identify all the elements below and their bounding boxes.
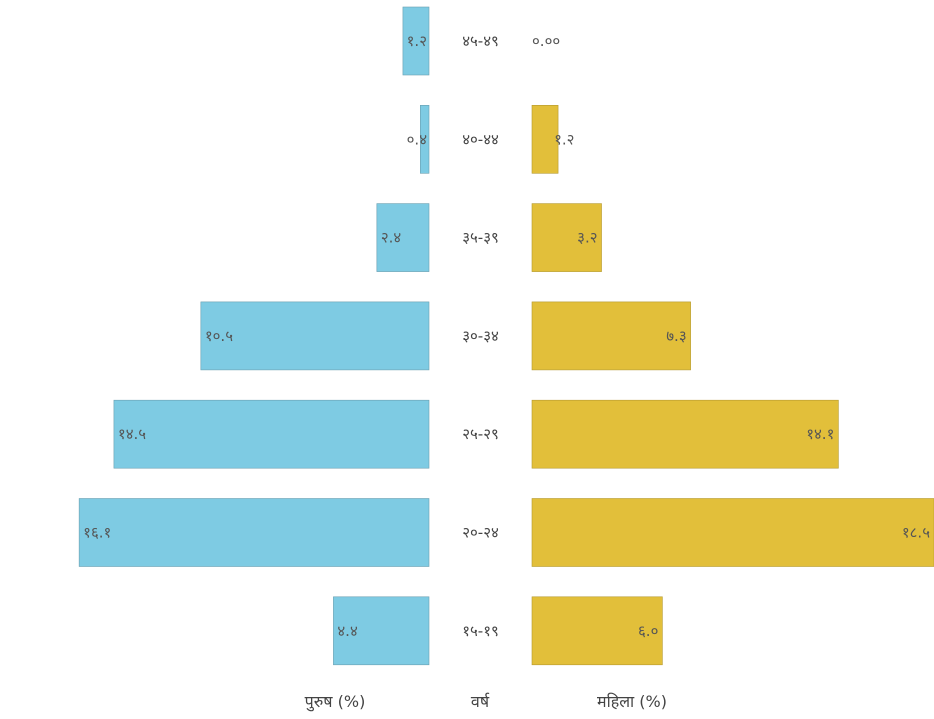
male-value-label-3: १०.५	[205, 327, 233, 345]
male-value-label-4: १४.५	[118, 425, 146, 443]
age-label-1: ४०-४४	[462, 130, 499, 148]
female-bar-1	[531, 105, 559, 174]
male-value-label-6: ४.४	[337, 622, 358, 640]
female-bar-3	[531, 301, 691, 371]
female-axis-title: महिला (%)	[597, 692, 667, 711]
male-bar-6	[333, 596, 430, 666]
age-axis-title: वर्ष	[471, 692, 490, 711]
age-group-labels: ४५-४९ ४०-४४ ३५-३९ ३०-३४ २५-२९ २०-२४ १५-१९	[462, 32, 499, 640]
female-value-label-4: १४.१	[806, 425, 834, 443]
age-label-2: ३५-३९	[462, 229, 499, 247]
female-value-label-1: १.२	[554, 130, 574, 148]
age-label-3: ३०-३४	[462, 327, 499, 345]
female-bar-6	[531, 596, 663, 666]
female-value-label-3: ७.३	[666, 327, 686, 345]
age-label-6: १५-१९	[462, 622, 499, 640]
age-label-4: २५-२९	[462, 425, 499, 443]
male-value-label-2: २.४	[381, 229, 402, 247]
age-label-0: ४५-४९	[462, 32, 499, 50]
female-value-label-5: १८.५	[902, 524, 930, 542]
male-bar-0	[402, 6, 430, 76]
female-value-label-6: ६.०	[638, 622, 658, 640]
age-label-5: २०-२४	[462, 524, 499, 542]
female-bar-4	[531, 399, 839, 469]
male-bar-1	[420, 105, 430, 174]
male-bar-3	[200, 301, 430, 371]
male-value-label-5: १६.१	[83, 524, 111, 542]
male-value-label-0: १.२	[407, 32, 427, 50]
male-axis-title: पुरुष (%)	[305, 692, 366, 712]
female-value-label-2: ३.२	[577, 229, 597, 247]
male-bar-5	[78, 498, 430, 567]
female-bars: ०.०० १.२ ३.२ ७.३ १४.१ १८.५ ६.०	[531, 32, 934, 666]
male-bar-4	[113, 399, 430, 469]
female-bar-2	[531, 203, 602, 272]
female-bar-5	[531, 498, 934, 567]
female-value-label-0: ०.००	[532, 32, 560, 50]
male-bar-2	[376, 203, 430, 272]
male-value-label-1: ०.४	[407, 130, 428, 148]
male-bars: १.२ ०.४ २.४ १०.५ १४.५ १६.१ ४.४	[78, 6, 430, 666]
